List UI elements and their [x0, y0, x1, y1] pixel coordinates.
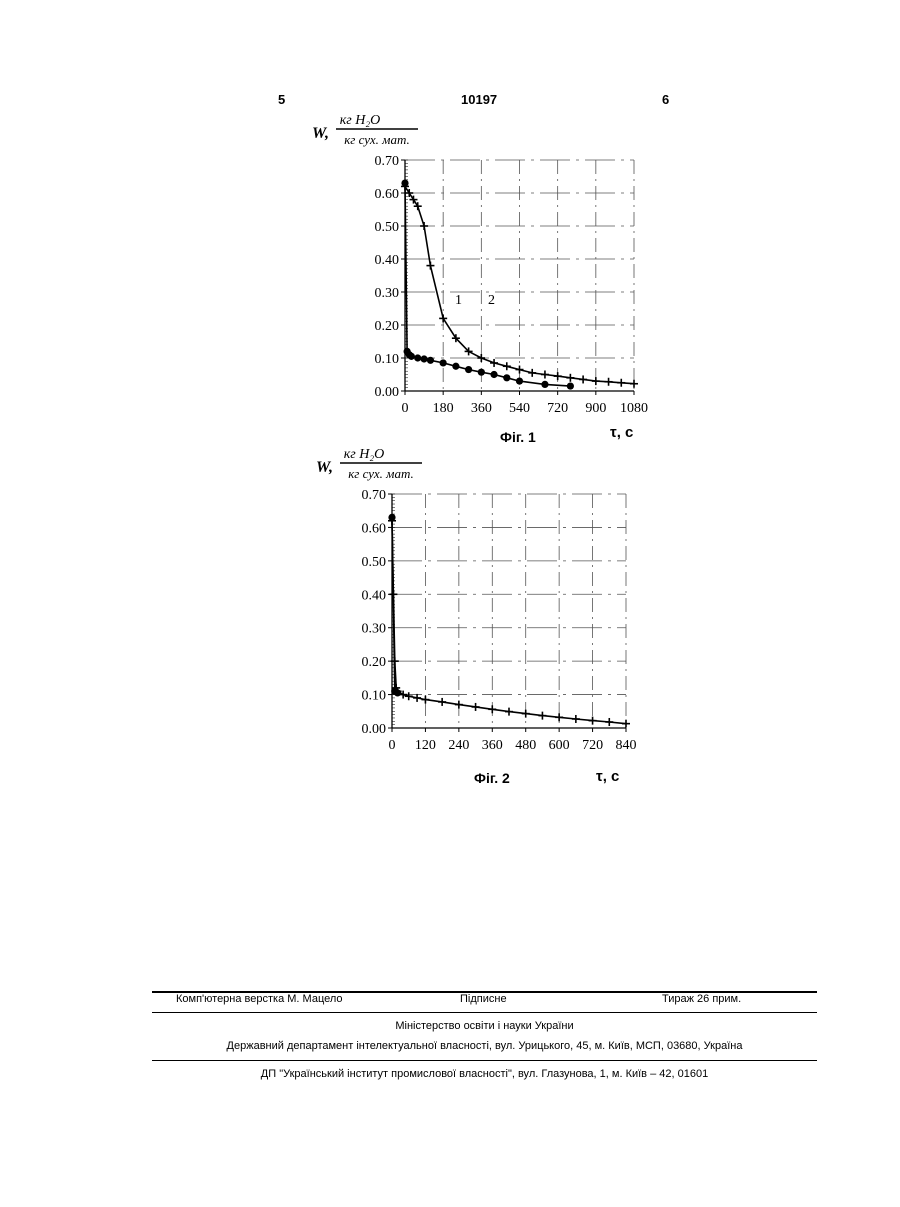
x-tick-label: 840	[616, 738, 637, 753]
data-point-plus	[405, 692, 413, 700]
x-tick-label: 0	[389, 738, 396, 753]
data-point-plus	[455, 701, 463, 709]
y-tick-label: 0.40	[362, 588, 387, 603]
data-point-plus	[389, 590, 397, 598]
signed-label: Підписне	[460, 993, 507, 1005]
institute-line: ДП "Український інститут промислової вла…	[152, 1068, 817, 1080]
footer-rule-2	[152, 1012, 817, 1013]
data-point-plus	[472, 703, 480, 711]
x-tick-label: 360	[482, 738, 503, 753]
x-tick-label: 240	[448, 738, 469, 753]
y-tick-label: 0.60	[362, 521, 387, 536]
y-axis-symbol: W,	[316, 459, 333, 476]
data-point-plus	[555, 713, 563, 721]
y-tick-label: 0.20	[362, 655, 387, 670]
data-point-plus	[538, 712, 546, 720]
y-tick-label: 0.50	[362, 555, 387, 570]
x-axis-symbol: τ, с	[596, 768, 619, 785]
data-point-plus	[522, 710, 530, 718]
data-point-plus	[438, 698, 446, 706]
footer-imprint-row: Комп'ютерна верстка М. Мацело Підписне Т…	[152, 993, 817, 1009]
data-point-plus	[505, 708, 513, 716]
data-point-plus	[488, 705, 496, 713]
y-unit-denominator: кг сух. мат.	[348, 466, 414, 481]
ministry-line: Міністерство освіти і науки України	[152, 1020, 817, 1032]
circulation-label: Тираж 26 прим.	[662, 993, 741, 1005]
series-line	[392, 521, 626, 724]
figure-caption: Фіг. 2	[474, 770, 510, 786]
y-tick-label: 0.10	[362, 689, 387, 704]
x-tick-label: 600	[549, 738, 570, 753]
x-tick-label: 480	[515, 738, 536, 753]
typesetting-credit: Комп'ютерна верстка М. Мацело	[176, 993, 343, 1005]
data-point-plus	[421, 696, 429, 704]
footer-rule-3	[152, 1060, 817, 1061]
data-point-plus	[413, 694, 421, 702]
x-tick-label: 120	[415, 738, 436, 753]
data-point-plus	[572, 715, 580, 723]
y-tick-label: 0.00	[362, 722, 387, 737]
department-line: Державний департамент інтелектуальної вл…	[152, 1040, 817, 1052]
x-tick-label: 720	[582, 738, 603, 753]
y-tick-label: 0.30	[362, 622, 387, 637]
y-tick-label: 0.70	[362, 488, 387, 503]
data-point-plus	[589, 717, 597, 725]
y-unit-numerator: кг H₂O	[344, 447, 385, 462]
figure-2-chart: 0.00 0.10 0.20 0.30 0.40 0.50 0.60 0.70 0 120 240 3…	[0, 0, 900, 800]
data-point-plus	[605, 718, 613, 726]
data-point-plus	[622, 720, 630, 728]
